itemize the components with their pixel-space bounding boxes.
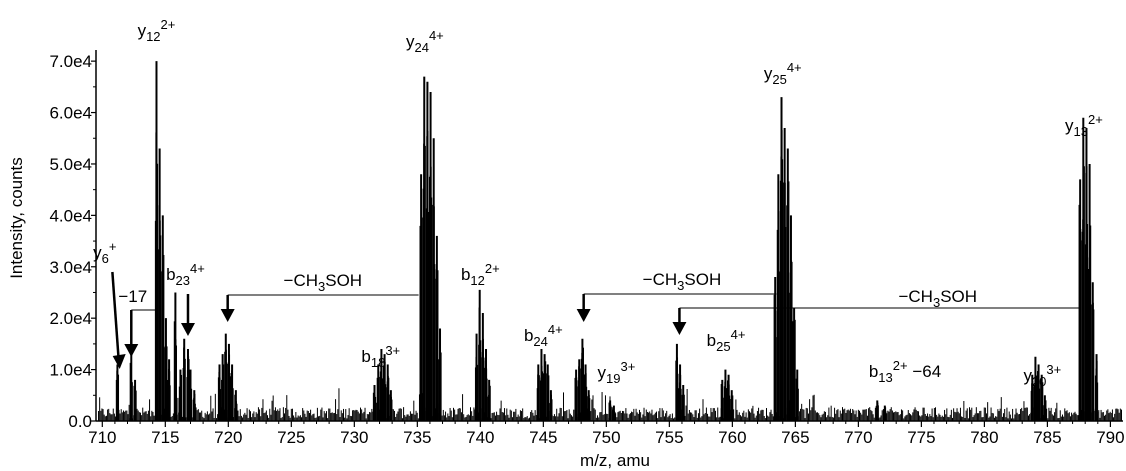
x-tick-label: 770 bbox=[844, 428, 872, 447]
ion-label: y193+ bbox=[598, 359, 636, 386]
y-tick-label: 2.0e4 bbox=[49, 309, 92, 328]
ion-label: b183+ bbox=[361, 343, 400, 370]
y-tick-label: 4.0e4 bbox=[49, 206, 92, 225]
x-tick-label: 740 bbox=[466, 428, 494, 447]
x-tick-label: 790 bbox=[1096, 428, 1124, 447]
x-tick-label: 760 bbox=[718, 428, 746, 447]
ion-label: b122+ bbox=[461, 261, 500, 288]
x-tick-label: 720 bbox=[214, 428, 242, 447]
x-tick-label: 730 bbox=[340, 428, 368, 447]
ion-label: y244+ bbox=[406, 28, 444, 55]
ion-label: y122+ bbox=[138, 17, 176, 44]
loss-arrow-2-head bbox=[576, 309, 591, 322]
ion-label: y132+ bbox=[1065, 112, 1103, 139]
loss-arrow-3-head bbox=[672, 322, 687, 335]
loss-label-3: −CH3SOH bbox=[898, 287, 977, 310]
loss-label-1: −CH3SOH bbox=[284, 271, 363, 294]
y-axis-title: Intensity, counts bbox=[7, 157, 26, 279]
x-axis-title: m/z, amu bbox=[580, 451, 650, 470]
b23-arrow-head bbox=[180, 323, 195, 336]
x-tick-label: 710 bbox=[88, 428, 116, 447]
y-tick-label: 1.0e4 bbox=[49, 361, 92, 380]
annotations-layer: −17 −CH3SOH −CH3SOH −CH3SOH bbox=[111, 270, 1079, 369]
axes-layer: 710 715 720 725 730 735 740 745 750 755 760 765 770 7… bbox=[49, 50, 1125, 447]
y-tick-label: 7.0e4 bbox=[49, 52, 92, 71]
peaks-layer bbox=[98, 61, 1122, 421]
y6-arrow bbox=[111, 271, 120, 361]
loss17-arrow-head bbox=[124, 344, 139, 357]
x-tick-label: 725 bbox=[277, 428, 305, 447]
x-tick-label: 785 bbox=[1033, 428, 1061, 447]
ion-labels-layer: y122+ y244+ y254+ y132+ y6+ b234+ b122+ b183+ b2… bbox=[93, 17, 1103, 389]
y-tick-label: 6.0e4 bbox=[49, 104, 92, 123]
y-tick-label: 0.0 bbox=[68, 412, 92, 431]
loss-arrow-1-head bbox=[220, 309, 235, 322]
x-tick-label: 780 bbox=[970, 428, 998, 447]
ion-label: b234+ bbox=[166, 261, 205, 288]
ion-label: y254+ bbox=[764, 60, 802, 87]
ion-label: b244+ bbox=[524, 322, 563, 349]
loss-label-2: −CH3SOH bbox=[643, 270, 722, 293]
y-tick-label: 5.0e4 bbox=[49, 155, 92, 174]
ion-label: y6+ bbox=[93, 239, 116, 266]
ion-label: y203+ bbox=[1023, 362, 1061, 389]
x-tick-label: 755 bbox=[655, 428, 683, 447]
y-tick-label: 3.0e4 bbox=[49, 258, 92, 277]
x-tick-label: 715 bbox=[151, 428, 179, 447]
y6-arrow-head bbox=[112, 354, 126, 369]
ion-label: b254+ bbox=[707, 327, 746, 354]
x-tick-label: 745 bbox=[529, 428, 557, 447]
ion-label: b132+ −64 bbox=[869, 358, 941, 385]
x-tick-label: 775 bbox=[907, 428, 935, 447]
x-tick-label: 765 bbox=[781, 428, 809, 447]
x-tick-label: 750 bbox=[592, 428, 620, 447]
loss17-label: −17 bbox=[118, 287, 147, 306]
x-tick-label: 735 bbox=[403, 428, 431, 447]
